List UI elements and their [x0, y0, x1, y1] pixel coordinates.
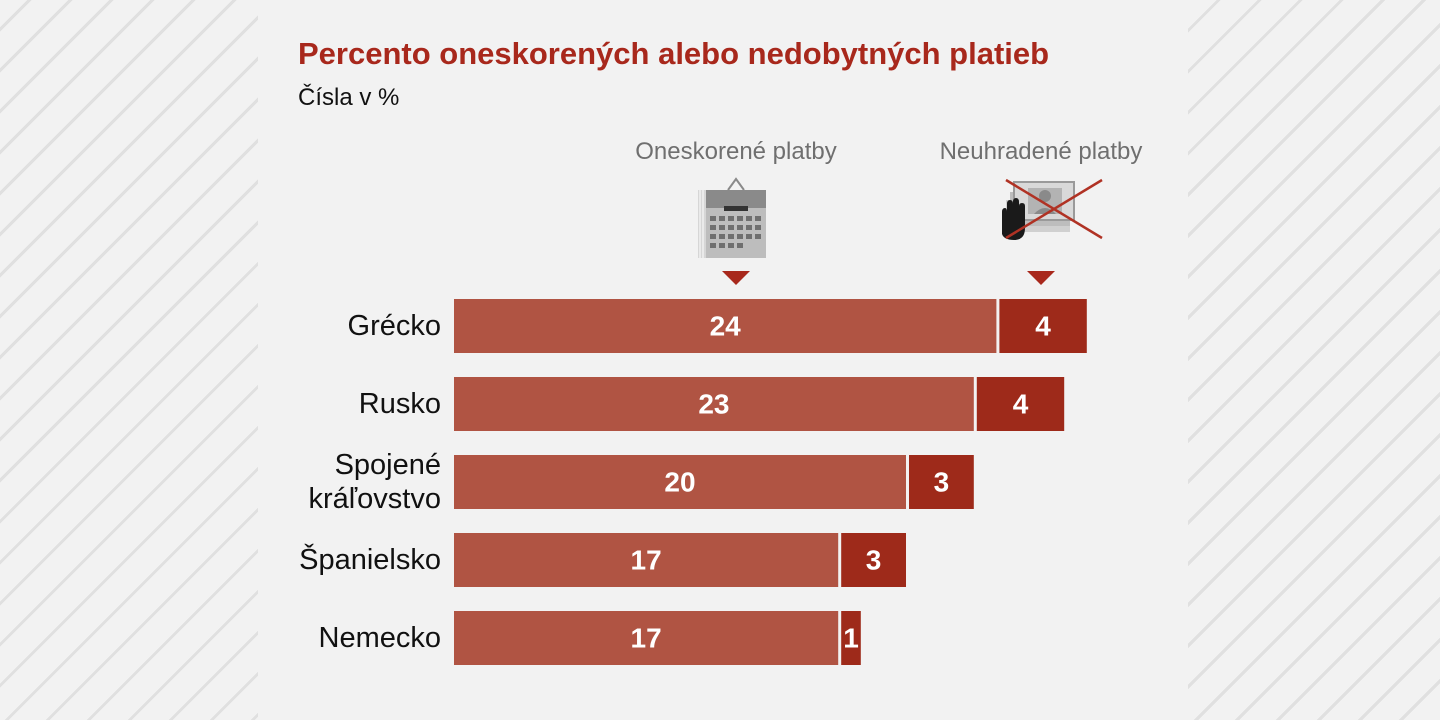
crossed-out-payment-icon [998, 176, 1108, 251]
chart-title: Percento oneskorených alebo nedobytných … [298, 36, 1050, 71]
bar-value-label: 24 [710, 311, 742, 342]
legend-label-late-payments: Oneskorené platby [635, 138, 837, 165]
bar-value-label: 3 [866, 545, 882, 576]
late-payments-bar [454, 611, 839, 665]
bar-value-label: 3 [934, 467, 950, 498]
late-payments-pointer [722, 271, 750, 285]
bar-value-label: 17 [631, 545, 662, 576]
calendar-icon [696, 176, 768, 265]
unpaid-payments-bar [909, 455, 974, 509]
chart-subtitle: Čísla v % [298, 84, 400, 111]
late-payments-bar [454, 299, 997, 353]
unpaid-payments-pointer [1027, 271, 1055, 285]
bar-value-label: 20 [664, 467, 695, 498]
legend-label-unpaid-payments: Neuhradené platby [939, 138, 1143, 165]
late-payments-bar [454, 455, 906, 509]
bar-value-label: 1 [843, 623, 859, 654]
category-label: Spojené [335, 449, 441, 481]
bar-value-label: 17 [631, 623, 662, 654]
unpaid-payments-bar [999, 299, 1087, 353]
unpaid-payments-bar [976, 377, 1065, 431]
unpaid-payments-bar [841, 611, 861, 665]
bar-value-label: 4 [1013, 389, 1029, 420]
category-label: Nemecko [319, 622, 442, 654]
category-label: Grécko [348, 310, 441, 342]
unpaid-payments-bar [841, 533, 906, 587]
late-payments-bar [454, 533, 839, 587]
category-label: kráľovstvo [308, 483, 441, 515]
bar-value-label: 23 [698, 389, 729, 420]
chart-panel [258, 0, 1188, 720]
late-payments-bar [454, 377, 974, 431]
category-label: Rusko [359, 388, 441, 420]
bar-value-label: 4 [1035, 311, 1051, 342]
category-label: Španielsko [299, 542, 441, 576]
